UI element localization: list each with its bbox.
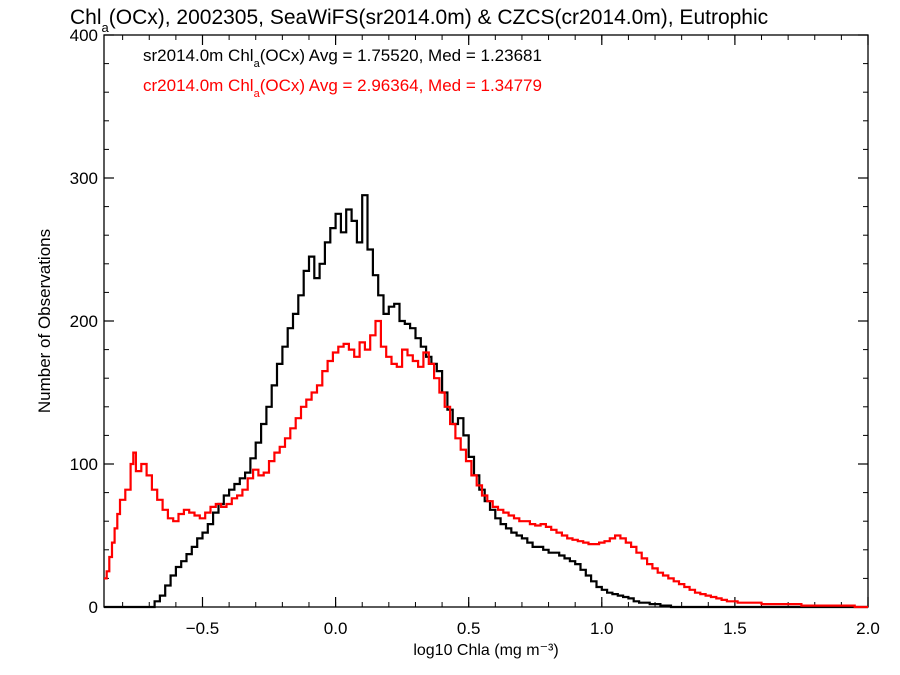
series-layer [104,194,868,609]
y-tick-label: 100 [70,455,98,474]
y-tick-label: 200 [70,312,98,331]
x-axis-title: log10 Chla (mg m⁻³) [413,642,558,659]
axis-ticks: −0.5 0.0 0.5 1.0 1.5 2.0 0 100 200 300 400 [70,26,880,638]
x-tick-label: 0.0 [324,619,348,638]
y-tick-label: 400 [70,26,98,45]
chart-title: Chla(OCx), 2002305, SeaWiFS(sr2014.0m) &… [70,6,768,35]
series-sr2014.0m [104,194,868,609]
y-axis-title: Number of Observations [35,229,54,413]
x-tick-label: 0.5 [457,619,481,638]
legend-entry-sr2014.0m: sr2014.0m Chla(OCx) Avg = 1.75520, Med =… [143,46,542,70]
y-tick-label: 300 [70,169,98,188]
x-tick-label: −0.5 [186,619,220,638]
y-tick-label: 0 [89,598,98,617]
legend-entry-cr2014.0m: cr2014.0m Chla(OCx) Avg = 2.96364, Med =… [143,76,542,100]
series-cr2014.0m [104,319,868,609]
x-tick-label: 1.5 [723,619,747,638]
x-tick-label: 1.0 [590,619,614,638]
x-tick-label: 2.0 [856,619,880,638]
legend: sr2014.0m Chla(OCx) Avg = 1.75520, Med =… [143,46,542,100]
